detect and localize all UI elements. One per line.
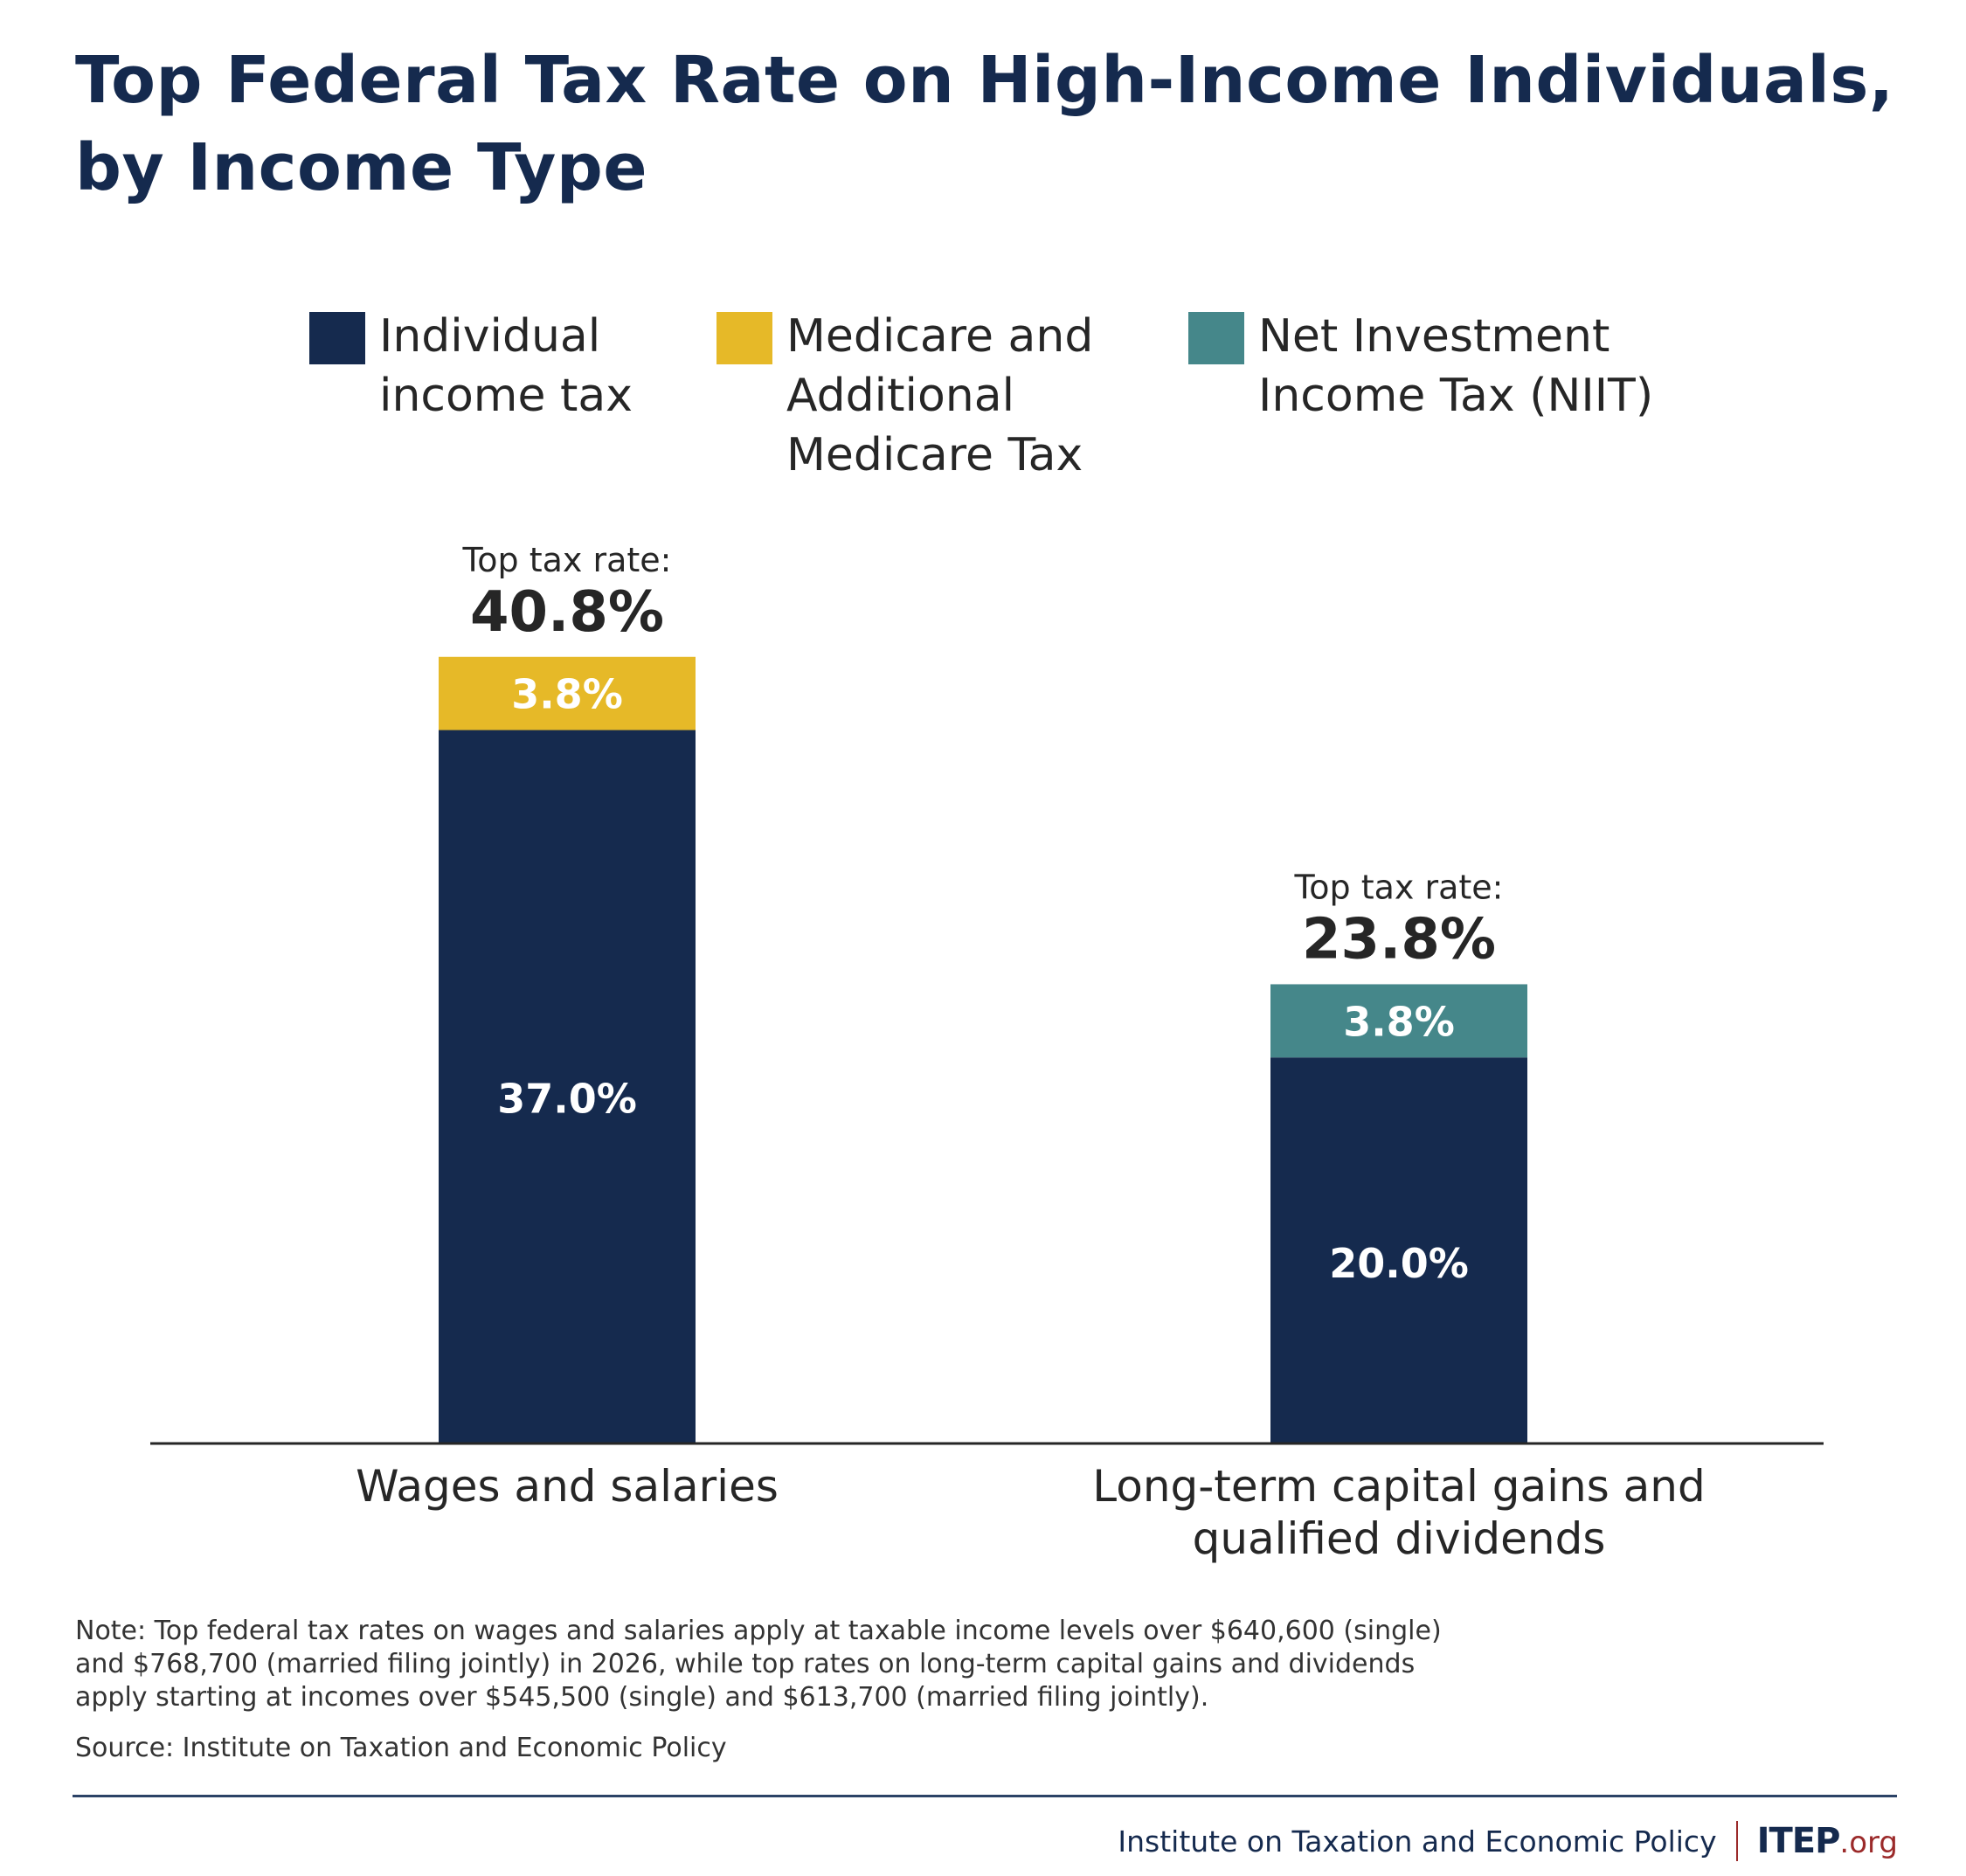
bar-segment: [1270, 1057, 1527, 1443]
legend-text: Additional: [786, 370, 1015, 422]
itep-logo: ITEP.org: [1757, 1821, 1898, 1861]
note-line: and $768,700 (married filing jointly) in…: [75, 1649, 1416, 1679]
footer: Institute on Taxation and Economic Polic…: [1118, 1819, 1898, 1863]
x-axis-category-label: Wages and salaries: [356, 1461, 779, 1512]
total-caption: Top tax rate:: [1294, 868, 1504, 906]
footer-org-name: Institute on Taxation and Economic Polic…: [1118, 1824, 1717, 1859]
legend-label-niit: Net Investment Income Tax (NIIT): [1258, 307, 1653, 426]
footer-divider-rule: [73, 1795, 1897, 1797]
chart-source: Source: Institute on Taxation and Econom…: [75, 1733, 727, 1763]
logo-tld: .org: [1839, 1825, 1898, 1860]
chart-title-line-1: Top Federal Tax Rate on High-Income Indi…: [75, 43, 1894, 118]
legend-label-medicare: Medicare and Additional Medicare Tax: [786, 307, 1093, 485]
x-axis-category-label: qualified dividends: [1193, 1513, 1606, 1564]
x-axis-category-label: Long-term capital gains and: [1092, 1461, 1705, 1512]
legend-item-niit: Net Investment Income Tax (NIIT): [1188, 310, 1653, 426]
legend-text: Net Investment: [1258, 310, 1610, 363]
bar-segment: [439, 656, 696, 730]
logo-brand: ITEP: [1756, 1821, 1841, 1861]
total-value-label: 23.8%: [1302, 907, 1496, 972]
legend-swatch-medicare: [716, 312, 772, 364]
total-caption: Top tax rate:: [462, 541, 672, 579]
legend-text: Income Tax (NIIT): [1258, 370, 1654, 422]
chart-note: Note: Top federal tax rates on wages and…: [75, 1615, 1442, 1714]
total-value-label: 40.8%: [470, 580, 664, 645]
legend-text: Medicare Tax: [786, 429, 1083, 481]
bar-segment: [1270, 984, 1527, 1058]
bar-value-label: 37.0%: [497, 1076, 637, 1123]
stacked-bar-chart: 37.0%3.8%Top tax rate:40.8%Wages and sal…: [150, 541, 1824, 1564]
legend-item-individual: Individual income tax: [309, 310, 633, 426]
chart-title: Top Federal Tax Rate on High-Income Indi…: [75, 37, 1910, 211]
legend-text: Individual: [379, 310, 601, 363]
bar-value-label: 3.8%: [511, 671, 623, 718]
legend-text: income tax: [379, 370, 633, 422]
footer-separator: [1735, 1821, 1738, 1861]
legend-item-medicare: Medicare and Additional Medicare Tax: [716, 310, 1093, 485]
legend-text: Medicare and: [786, 310, 1094, 363]
legend-label-individual: Individual income tax: [379, 307, 633, 426]
note-line: Note: Top federal tax rates on wages and…: [75, 1616, 1442, 1646]
bar-value-label: 3.8%: [1343, 998, 1455, 1045]
bar-segment: [439, 730, 696, 1443]
bar-value-label: 20.0%: [1329, 1240, 1469, 1287]
chart-title-line-2: by Income Type: [75, 130, 648, 205]
note-line: apply starting at incomes over $545,500 …: [75, 1682, 1209, 1713]
legend-swatch-individual: [309, 312, 365, 364]
legend-swatch-niit: [1188, 312, 1244, 364]
